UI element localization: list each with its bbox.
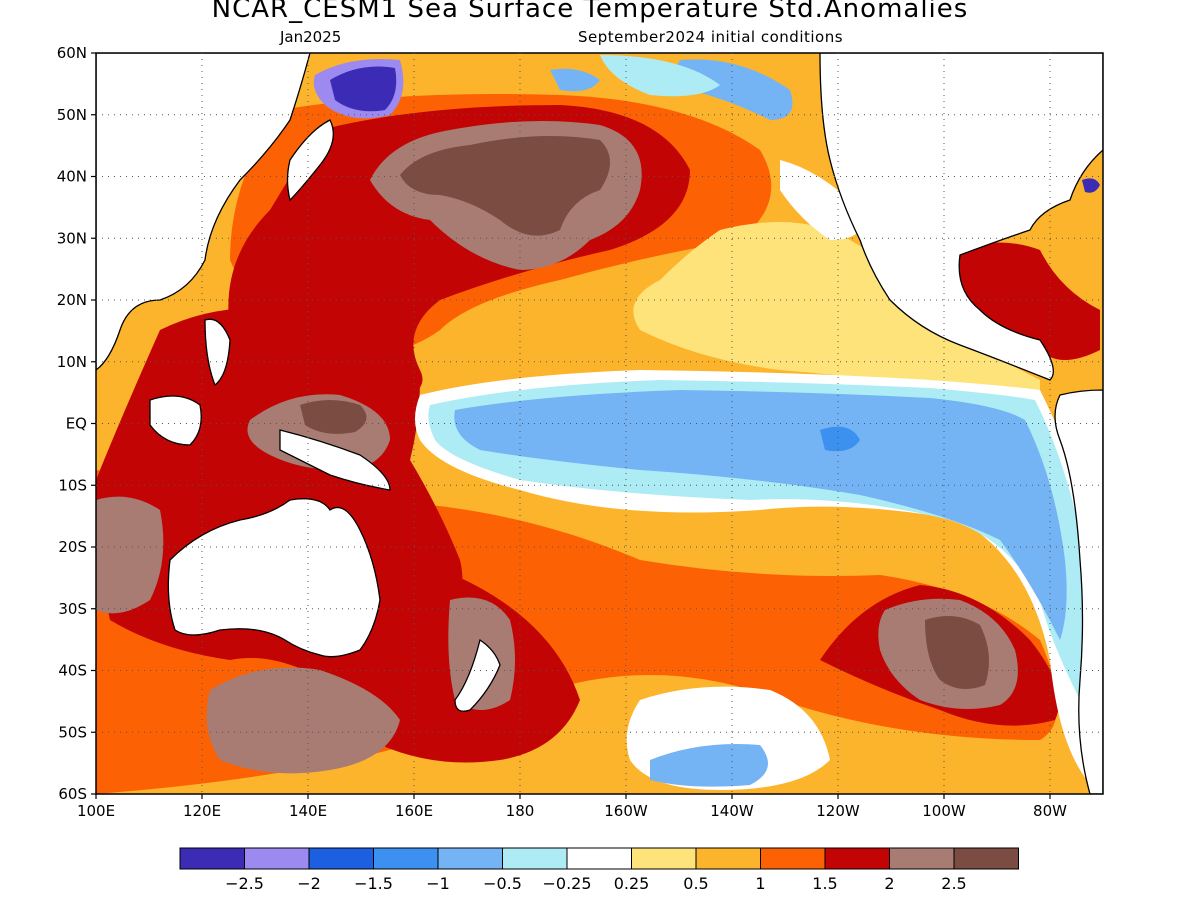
land-new-guinea [279, 429, 391, 491]
lat-tick-label: 40S [58, 662, 87, 680]
lat-tick-label: 10S [58, 476, 87, 494]
lat-tick-label: 30N [57, 229, 87, 247]
lon-tick-label: 140W [710, 802, 754, 820]
lat-tick-label: 50N [57, 106, 87, 124]
lon-tick-label: 100E [77, 802, 115, 820]
colorbar-swatch [244, 847, 310, 870]
colorbar-label: 1.5 [812, 874, 837, 893]
lon-tick-label: 160E [395, 802, 433, 820]
colorbar-swatch [373, 847, 439, 870]
anomaly-white-eastern-north [780, 160, 862, 240]
lon-tick-label: 120E [183, 802, 221, 820]
lon-tick-label: 100W [922, 802, 966, 820]
anomaly-indigo-gulf-of-maine [1082, 178, 1100, 193]
colorbar-label: 2.5 [941, 874, 966, 893]
anomaly-brown-darker-north [400, 136, 610, 236]
colorbar-label: −2.5 [225, 874, 264, 893]
colorbar-label: −0.25 [542, 874, 591, 893]
colorbar-swatch [179, 847, 245, 870]
colorbar-swatch [953, 847, 1019, 870]
land-australia [167, 498, 381, 658]
anomaly-brown-southwest [96, 496, 164, 614]
colorbar-swatch [889, 847, 955, 870]
colorbar: −2.5 −2 −1.5 −1 −0.5 −0.25 0.25 0.5 1 1.5 2 2.5 [179, 847, 1019, 893]
lon-tick-label: 140E [289, 802, 327, 820]
colorbar-swatch [502, 847, 568, 870]
lat-tick-label: 30S [58, 600, 87, 618]
lat-tick-label: 10N [57, 353, 87, 371]
anomaly-brown-southern-ocean [206, 667, 400, 774]
colorbar-swatch [437, 847, 503, 870]
lon-tick-label: 120W [816, 802, 860, 820]
colorbar-label: 0.5 [683, 874, 708, 893]
land-philippines [204, 318, 231, 387]
map-title: NCAR_CESM1 Sea Surface Temperature Std.A… [211, 0, 969, 24]
lat-tick-label: 50S [58, 723, 87, 741]
anomaly-indigo-okhotsk [330, 66, 397, 112]
lon-tick-label: 80W [1033, 802, 1067, 820]
lon-tick-label: 160W [604, 802, 648, 820]
colorbar-label: 2 [884, 874, 894, 893]
anomaly-field [96, 53, 1103, 794]
colorbar-label: 0.25 [614, 874, 650, 893]
anomaly-mid-blue-patch [820, 426, 860, 452]
lat-tick-label: 20S [58, 538, 87, 556]
colorbar-swatch [566, 847, 632, 870]
colorbar-label: −2 [297, 874, 321, 893]
colorbar-swatch [695, 847, 761, 870]
land-north-america [819, 53, 1103, 381]
lon-tick-label: 180 [506, 802, 535, 820]
colorbar-swatch [308, 847, 374, 870]
colorbar-label: −1 [426, 874, 450, 893]
colorbar-label: 1 [755, 874, 765, 893]
land [96, 53, 1103, 794]
colorbar-swatch [631, 847, 697, 870]
land-borneo [149, 395, 202, 446]
land-asia [96, 53, 311, 371]
anomaly-light-blue-north-1 [676, 59, 793, 120]
anomaly-light-blue-cold-tongue [454, 390, 1067, 640]
axis-ticks: 60N50N40N30N20N10NEQ10S20S30S40S50S60S10… [57, 44, 1067, 820]
colorbar-swatch [824, 847, 890, 870]
colorbar-swatch [760, 847, 826, 870]
anomaly-light-blue-southern [650, 744, 768, 787]
anomaly-pale-east-north [633, 222, 1040, 400]
land-south-america [1054, 389, 1103, 794]
lat-tick-label: 60N [57, 44, 87, 62]
land-japan [286, 119, 334, 202]
lat-tick-label: EQ [66, 415, 87, 433]
colorbar-label: −0.5 [483, 874, 522, 893]
anomaly-pale-cyan-north [600, 55, 720, 97]
anomaly-brown-darker-equatorial [300, 400, 367, 434]
anomaly-red-gulf [954, 242, 1100, 360]
anomaly-light-blue-north-2 [550, 68, 600, 92]
lat-tick-label: 20N [57, 291, 87, 309]
lat-tick-label: 60S [58, 785, 87, 803]
forecast-month: Jan2025 [280, 28, 342, 46]
colorbar-label: −1.5 [354, 874, 393, 893]
land-new-zealand [454, 638, 501, 712]
initial-conditions: September2024 initial conditions [578, 28, 844, 46]
lat-tick-label: 40N [57, 168, 87, 186]
